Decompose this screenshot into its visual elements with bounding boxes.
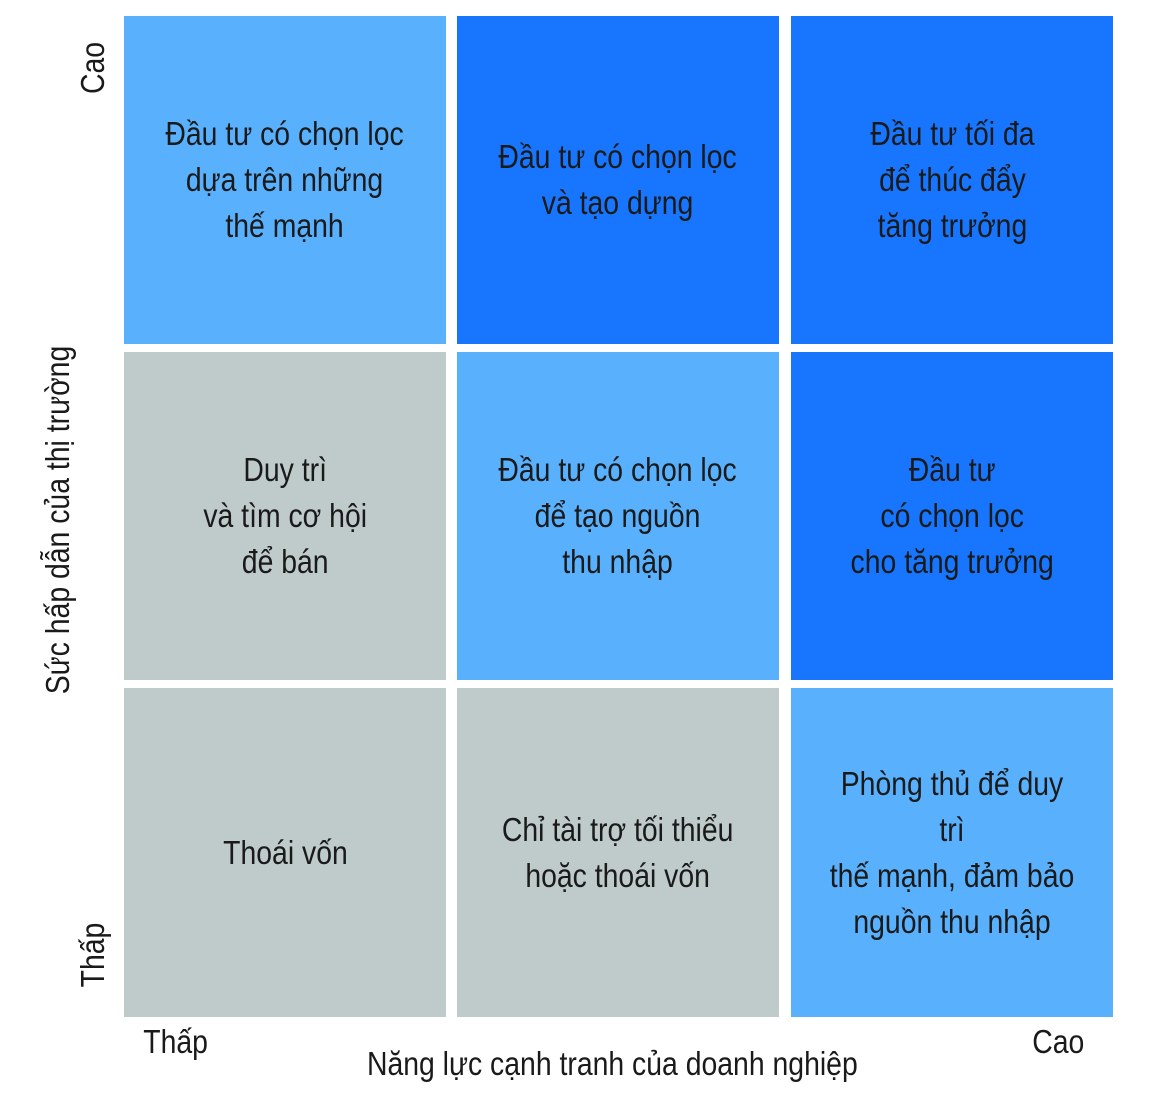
cell-text: Đầu tư có chọn lọc để tạo nguồn thu nhập [498,451,738,580]
y-axis-low-label: Thấp [74,922,111,988]
cell-high-attractiveness-high-competitiveness: Đầu tư tối đa để thúc đẩy tăng trưởng [791,16,1113,344]
cell-medium-attractiveness-medium-competitiveness: Đầu tư có chọn lọc để tạo nguồn thu nhập [457,352,779,680]
cell-text: Đầu tư có chọn lọc và tạo dựng [498,138,738,221]
x-axis-high-label: Cao [1032,1023,1085,1060]
cell-medium-attractiveness-low-competitiveness: Duy trì và tìm cơ hội để bán [124,352,446,680]
cell-low-attractiveness-medium-competitiveness: Chỉ tài trợ tối thiểu hoặc thoái vốn [457,688,779,1017]
strategy-matrix: Đầu tư có chọn lọc dựa trên những thế mạ… [124,16,1113,1017]
cell-low-attractiveness-high-competitiveness: Phòng thủ để duy trì thế mạnh, đảm bảo n… [791,688,1113,1017]
cell-text: Thoái vốn [222,833,348,871]
cell-text: Phòng thủ để duy trì thế mạnh, đảm bảo n… [829,764,1075,940]
x-axis-low-label: Thấp [143,1023,208,1060]
cell-text: Đầu tư tối đa để thúc đẩy tăng trưởng [869,115,1035,244]
cell-text: Duy trì và tìm cơ hội để bán [203,451,367,580]
cell-text: Chỉ tài trợ tối thiểu hoặc thoái vốn [502,810,734,894]
cell-low-attractiveness-low-competitiveness: Thoái vốn [124,688,446,1017]
cell-high-attractiveness-low-competitiveness: Đầu tư có chọn lọc dựa trên những thế mạ… [124,16,446,344]
cell-text: Đầu tư có chọn lọc dựa trên những thế mạ… [165,115,405,244]
cell-medium-attractiveness-high-competitiveness: Đầu tư có chọn lọc cho tăng trưởng [791,352,1113,680]
cell-text: Đầu tư có chọn lọc cho tăng trưởng [850,451,1054,580]
cell-high-attractiveness-medium-competitiveness: Đầu tư có chọn lọc và tạo dựng [457,16,779,344]
y-axis-title: Sức hấp dẫn của thị trường [39,345,76,695]
y-axis-high-label: Cao [74,41,111,95]
x-axis-title: Năng lực cạnh tranh của doanh nghiệp [366,1045,858,1082]
